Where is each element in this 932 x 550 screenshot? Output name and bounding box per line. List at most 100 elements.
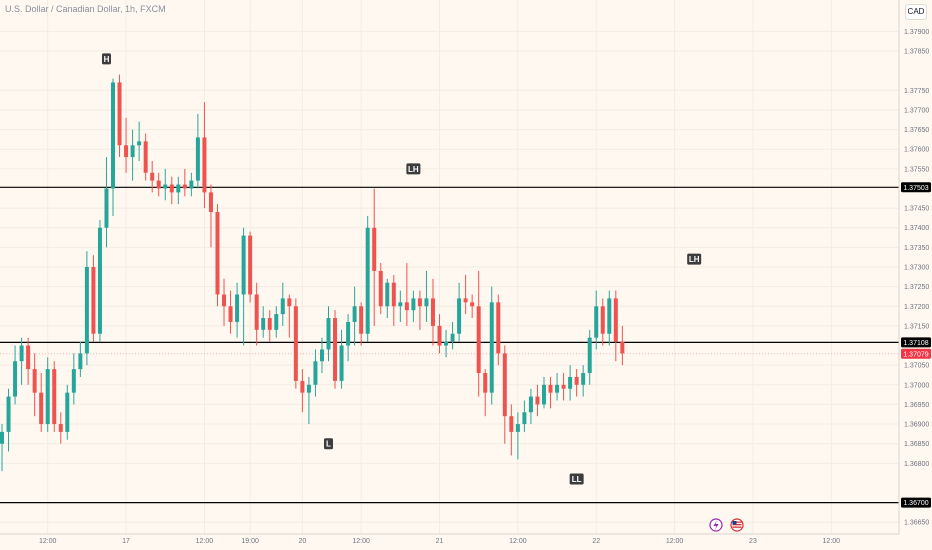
swing-label-box — [101, 53, 111, 65]
candle-body — [391, 282, 396, 307]
candle-body — [163, 184, 168, 189]
candle-body — [404, 302, 409, 311]
candle — [248, 231, 253, 303]
candle — [600, 298, 605, 346]
candle — [189, 172, 194, 197]
time-axis[interactable]: 12:00 17 12:00 19:00 20 12:00 21 12:00 22 12:00 23… — [0, 533, 899, 545]
candle — [91, 255, 96, 342]
time-tick-label: 22 — [592, 538, 600, 545]
candle — [450, 321, 455, 350]
price-tick-label: 1.37400 — [904, 225, 929, 232]
candle-body — [241, 235, 246, 295]
candle-body — [522, 412, 527, 425]
candle-body — [378, 270, 383, 307]
candle-body — [58, 424, 63, 432]
candle-body — [535, 396, 540, 405]
candle-body — [26, 345, 31, 370]
candle-body — [437, 325, 442, 346]
candle-body — [137, 141, 142, 146]
candle-body — [463, 298, 468, 303]
candle — [333, 310, 338, 389]
lightning-icon[interactable] — [709, 518, 723, 532]
swing-label-box — [687, 253, 702, 265]
candle-body — [111, 82, 116, 189]
candle — [32, 353, 37, 417]
event-icons[interactable] — [709, 518, 744, 532]
level-price-tag — [901, 497, 931, 508]
candle-body — [541, 384, 546, 405]
candle — [280, 282, 285, 326]
candle — [104, 157, 109, 248]
horizontal-levels[interactable]: 1.37503 1.37108 1.36700 1.37079 — [0, 182, 931, 508]
candle — [489, 286, 494, 405]
candle — [319, 337, 324, 374]
candle-body — [587, 337, 592, 374]
time-tick-label: 12:00 — [509, 538, 527, 545]
candle — [398, 290, 403, 322]
candle — [58, 412, 63, 444]
candle — [84, 251, 89, 366]
candle-body — [228, 306, 233, 322]
candle-body — [0, 431, 4, 444]
candle-body — [267, 318, 272, 330]
time-tick-label: 21 — [436, 538, 444, 545]
candle — [26, 337, 31, 385]
price-tick-label: 1.37250 — [904, 284, 929, 291]
candle-body — [39, 392, 44, 425]
candle-body — [326, 318, 331, 350]
candle-body — [306, 384, 311, 393]
candle-body — [97, 227, 102, 334]
candle-body — [6, 396, 11, 432]
swing-label: H — [101, 53, 111, 65]
price-tick-label: 1.37000 — [904, 382, 929, 389]
swing-label-text: LH — [408, 165, 419, 174]
candle-body — [457, 298, 462, 334]
candle-body — [65, 392, 70, 432]
candle-body — [607, 298, 612, 334]
candle — [515, 412, 520, 460]
level-price-label: 1.37503 — [903, 185, 928, 192]
us-flag-icon[interactable] — [730, 518, 744, 532]
candle — [528, 388, 533, 425]
swing-label-box — [406, 163, 421, 175]
candle — [306, 376, 311, 425]
grid-lines — [0, 0, 899, 534]
candle-body — [502, 353, 507, 417]
swing-label-text: H — [104, 55, 110, 64]
time-tick-label: 19:00 — [241, 538, 259, 545]
candle-body — [274, 314, 279, 330]
candle — [372, 188, 377, 326]
candle-body — [313, 361, 318, 385]
candle-body — [417, 298, 422, 307]
candle — [509, 404, 514, 456]
currency-badge[interactable]: CAD — [905, 4, 927, 20]
candle-body — [561, 384, 566, 389]
candle-body — [261, 318, 266, 330]
candle-body — [19, 345, 24, 362]
price-tick-label: 1.36950 — [904, 402, 929, 409]
candle-body — [182, 184, 187, 189]
candle — [97, 219, 102, 342]
candle — [594, 290, 599, 350]
candle — [215, 204, 220, 307]
candle-body — [78, 353, 83, 370]
candle — [326, 306, 331, 362]
candle — [613, 290, 618, 362]
price-axis[interactable]: 1.36650 1.36800 1.36850 1.36900 1.36950 1.370… — [898, 0, 929, 534]
candle-body — [222, 294, 227, 307]
candle-body — [195, 137, 200, 181]
candle — [463, 274, 468, 315]
candle-body — [333, 318, 338, 381]
candle — [254, 282, 259, 346]
candle-body — [489, 302, 494, 393]
candle-body — [555, 384, 560, 393]
candle — [287, 294, 292, 338]
time-tick-label: 12:00 — [823, 538, 841, 545]
chart-title: U.S. Dollar / Canadian Dollar, 1h, FXCM — [5, 4, 166, 14]
candle-body — [300, 380, 305, 393]
candle-body — [287, 298, 292, 307]
candle — [143, 133, 148, 181]
candle — [541, 376, 546, 409]
